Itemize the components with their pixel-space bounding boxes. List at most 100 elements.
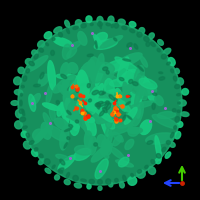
Ellipse shape	[168, 58, 175, 66]
Ellipse shape	[110, 79, 129, 87]
Ellipse shape	[59, 32, 62, 37]
Ellipse shape	[20, 117, 26, 122]
Ellipse shape	[19, 109, 24, 113]
Ellipse shape	[151, 160, 155, 164]
Ellipse shape	[29, 94, 36, 111]
Ellipse shape	[177, 78, 184, 85]
Ellipse shape	[118, 19, 125, 25]
Ellipse shape	[25, 59, 31, 65]
Ellipse shape	[92, 90, 99, 95]
Ellipse shape	[132, 102, 143, 126]
Ellipse shape	[61, 74, 67, 79]
Ellipse shape	[99, 21, 101, 29]
Ellipse shape	[102, 139, 111, 155]
Ellipse shape	[126, 110, 136, 124]
Ellipse shape	[75, 20, 82, 27]
Ellipse shape	[69, 124, 73, 128]
Ellipse shape	[118, 92, 127, 111]
Ellipse shape	[155, 95, 163, 106]
Ellipse shape	[83, 116, 94, 123]
Ellipse shape	[137, 32, 142, 37]
Ellipse shape	[152, 114, 178, 128]
Ellipse shape	[40, 72, 44, 79]
Ellipse shape	[122, 115, 126, 121]
Ellipse shape	[96, 107, 113, 115]
Ellipse shape	[54, 118, 68, 129]
Ellipse shape	[177, 94, 180, 96]
Ellipse shape	[60, 159, 65, 165]
Ellipse shape	[144, 83, 155, 88]
Ellipse shape	[122, 26, 127, 30]
Ellipse shape	[94, 109, 113, 121]
Ellipse shape	[74, 148, 91, 160]
Ellipse shape	[43, 113, 53, 130]
Ellipse shape	[105, 116, 112, 128]
Ellipse shape	[120, 69, 137, 85]
Ellipse shape	[69, 72, 85, 93]
Ellipse shape	[52, 38, 55, 40]
Ellipse shape	[104, 133, 112, 154]
Ellipse shape	[96, 64, 104, 86]
Ellipse shape	[140, 56, 148, 67]
Ellipse shape	[62, 44, 71, 59]
Ellipse shape	[97, 69, 106, 95]
Ellipse shape	[134, 66, 144, 90]
Ellipse shape	[97, 103, 101, 107]
Ellipse shape	[64, 97, 70, 125]
Ellipse shape	[15, 121, 22, 129]
Ellipse shape	[114, 98, 117, 101]
Ellipse shape	[174, 126, 177, 129]
Ellipse shape	[106, 101, 110, 104]
Ellipse shape	[134, 98, 141, 118]
Ellipse shape	[175, 68, 179, 74]
Ellipse shape	[11, 101, 19, 105]
Ellipse shape	[97, 62, 114, 74]
Ellipse shape	[106, 23, 110, 26]
Ellipse shape	[157, 48, 160, 52]
Ellipse shape	[91, 95, 103, 114]
Ellipse shape	[109, 182, 113, 187]
Ellipse shape	[116, 160, 133, 167]
Ellipse shape	[129, 79, 133, 83]
Ellipse shape	[162, 147, 166, 152]
Ellipse shape	[78, 31, 87, 45]
Ellipse shape	[139, 78, 157, 89]
Ellipse shape	[64, 180, 70, 185]
Ellipse shape	[115, 57, 139, 73]
Ellipse shape	[100, 110, 104, 116]
Ellipse shape	[169, 142, 175, 147]
Ellipse shape	[26, 69, 30, 73]
Ellipse shape	[134, 75, 143, 88]
Ellipse shape	[140, 120, 152, 135]
Ellipse shape	[34, 148, 38, 151]
Ellipse shape	[90, 103, 117, 118]
Ellipse shape	[33, 128, 48, 144]
Ellipse shape	[137, 170, 142, 173]
Ellipse shape	[166, 141, 170, 144]
Ellipse shape	[133, 82, 138, 86]
Ellipse shape	[46, 84, 53, 104]
Ellipse shape	[85, 103, 110, 114]
Ellipse shape	[95, 89, 118, 108]
Ellipse shape	[67, 137, 70, 140]
Ellipse shape	[124, 70, 134, 92]
Ellipse shape	[43, 103, 60, 111]
Ellipse shape	[98, 180, 102, 184]
Ellipse shape	[81, 103, 88, 117]
Ellipse shape	[20, 93, 22, 96]
Ellipse shape	[61, 63, 69, 76]
Ellipse shape	[131, 173, 134, 177]
Ellipse shape	[54, 27, 62, 33]
Ellipse shape	[106, 70, 109, 74]
Ellipse shape	[182, 89, 189, 95]
Ellipse shape	[178, 102, 180, 104]
Ellipse shape	[39, 154, 43, 158]
Ellipse shape	[70, 116, 79, 135]
Ellipse shape	[48, 61, 55, 90]
Ellipse shape	[93, 109, 110, 127]
Ellipse shape	[158, 40, 163, 45]
Ellipse shape	[95, 103, 100, 107]
Circle shape	[18, 21, 182, 185]
Ellipse shape	[80, 84, 90, 105]
Ellipse shape	[82, 66, 96, 76]
